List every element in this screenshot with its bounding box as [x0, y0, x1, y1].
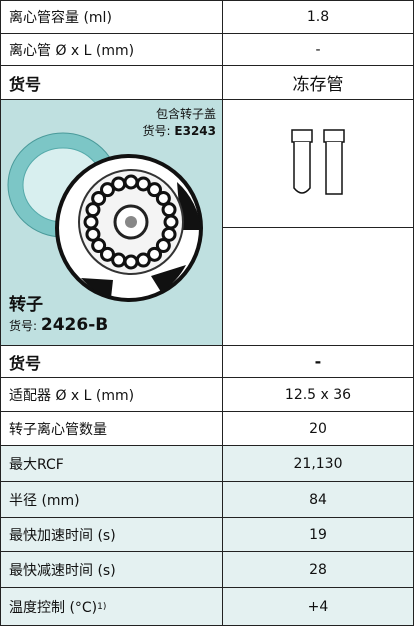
footnote: 1) [97, 601, 107, 612]
rotor-hole [123, 174, 139, 190]
tube-icons [291, 128, 345, 195]
label: 适配器 Ø x L (mm) [0, 378, 223, 412]
rotor-hole [85, 226, 101, 242]
value: 1.8 [223, 0, 414, 34]
rotor-hole [161, 202, 177, 218]
tube [293, 141, 311, 194]
lid-note: 包含转子盖 货号: E3243 [143, 106, 216, 140]
label: 货号 [0, 346, 223, 378]
value: 84 [223, 482, 414, 518]
rotor-hole [85, 202, 101, 218]
rotor-hole [147, 182, 163, 198]
label-text: 最快加速时间 (s) [9, 527, 116, 544]
label: 转子离心管数量 [0, 412, 223, 446]
label: 货号 [0, 66, 223, 100]
label-text: 转子离心管数量 [9, 421, 107, 438]
value: - [223, 34, 414, 66]
label-text: 最快减速时间 (s) [9, 562, 116, 579]
lid-number: 货号: E3243 [143, 123, 216, 140]
label: 离心管容量 (ml) [0, 0, 223, 34]
label: 离心管 Ø x L (mm) [0, 34, 223, 66]
empty-cell [223, 228, 414, 346]
rotor-label: 转子 [9, 295, 43, 315]
value: 20 [223, 412, 414, 446]
label-text: 半径 (mm) [9, 492, 80, 509]
value: - [223, 346, 414, 378]
rotor-hole [99, 182, 115, 198]
rotor-hole [99, 246, 115, 262]
rotor-hole [83, 214, 99, 230]
value: +4 [223, 588, 414, 626]
rotor-hole [147, 246, 163, 262]
rotor-hole [111, 252, 127, 268]
rotor-hub-center [125, 216, 137, 228]
rotor-segment [81, 278, 113, 298]
rotor-hole [161, 226, 177, 242]
value: 19 [223, 518, 414, 552]
label-text: 适配器 Ø x L (mm) [9, 387, 135, 404]
rotor-hole [135, 176, 151, 192]
value: 28 [223, 552, 414, 588]
label-text: 温度控制 (°C) [9, 599, 98, 616]
rotor-segment [151, 265, 186, 292]
rotor-hole [91, 190, 107, 206]
rotor-hole [163, 214, 179, 230]
rotor-image [7, 132, 203, 302]
rotor-caption: 转子 货号: 2426-B [9, 290, 108, 335]
rotor-hole [123, 254, 139, 270]
label: 最大RCF [0, 446, 223, 482]
tube [325, 141, 343, 195]
rotor-hole [135, 252, 151, 268]
tube-cap [323, 128, 345, 143]
label: 最快减速时间 (s) [0, 552, 223, 588]
value: 21,130 [223, 446, 414, 482]
lid-number-label: 货号: [142, 124, 171, 138]
lid-note-text: 包含转子盖 [155, 107, 216, 121]
label: 温度控制 (°C) 1) [0, 588, 223, 626]
rotor-hole [155, 238, 171, 254]
lid-number-value: E3243 [174, 124, 216, 138]
rotor-hole [155, 190, 171, 206]
rotor-cell: 包含转子盖 货号: E3243 转子 货号: 2426-B [0, 100, 223, 346]
rotor-number-label: 货号: [9, 319, 38, 333]
rotor-hole [91, 238, 107, 254]
tube-cap [291, 128, 313, 143]
value: 12.5 x 36 [223, 378, 414, 412]
rotor-hole [111, 176, 127, 192]
label: 半径 (mm) [0, 482, 223, 518]
rotor-number: 2426-B [40, 315, 109, 335]
label-text: 最大RCF [9, 456, 64, 473]
value: 冻存管 [223, 66, 414, 100]
label: 最快加速时间 (s) [0, 518, 223, 552]
tube-cell [223, 100, 414, 228]
